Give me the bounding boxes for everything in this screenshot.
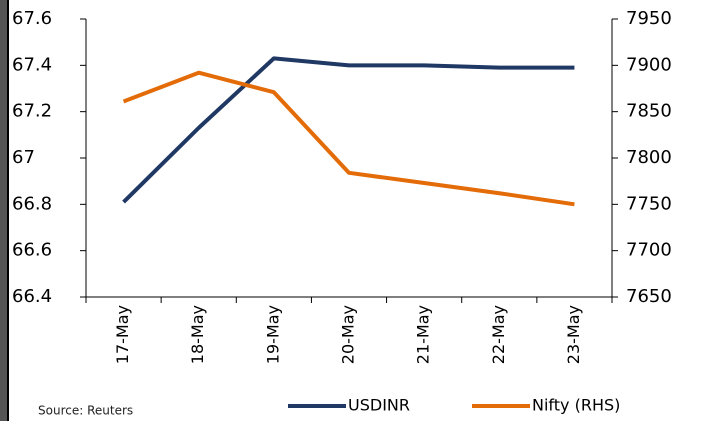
x-tick-label: 20-May (339, 305, 358, 364)
y2-tick-label: 7650 (626, 286, 672, 307)
series-line (122, 70, 575, 207)
y2-tick-label: 7900 (626, 54, 672, 75)
y-tick-label: 66.4 (12, 286, 52, 307)
y-tick-label: 67 (12, 147, 35, 168)
source: Source: Reuters (38, 404, 133, 418)
y-tick-label: 66.6 (12, 240, 52, 261)
x-tick-label: 21-May (414, 305, 433, 364)
x-tick-label: 17-May (113, 305, 132, 364)
legend-label: Nifty (RHS) (532, 396, 620, 415)
y2-tick-label: 7800 (626, 147, 672, 168)
x-tick-label: 18-May (188, 305, 207, 364)
y-tick-label: 67.6 (12, 8, 52, 29)
y2-tick-label: 7750 (626, 193, 672, 214)
y-tick-label: 66.8 (12, 193, 52, 214)
y2-tick-label: 7700 (626, 240, 672, 261)
legend-label: USDINR (348, 396, 410, 415)
y-tick-label: 67.2 (12, 101, 52, 122)
x-tick-label: 22-May (489, 305, 508, 364)
x-tick-label: 19-May (263, 305, 282, 364)
y2-tick-label: 7850 (626, 101, 672, 122)
x-tick-label: 23-May (564, 305, 583, 364)
frame-edge (0, 0, 8, 421)
series-line (122, 56, 575, 204)
y-tick-label: 67.4 (12, 54, 52, 75)
y2-tick-label: 7950 (626, 8, 672, 29)
